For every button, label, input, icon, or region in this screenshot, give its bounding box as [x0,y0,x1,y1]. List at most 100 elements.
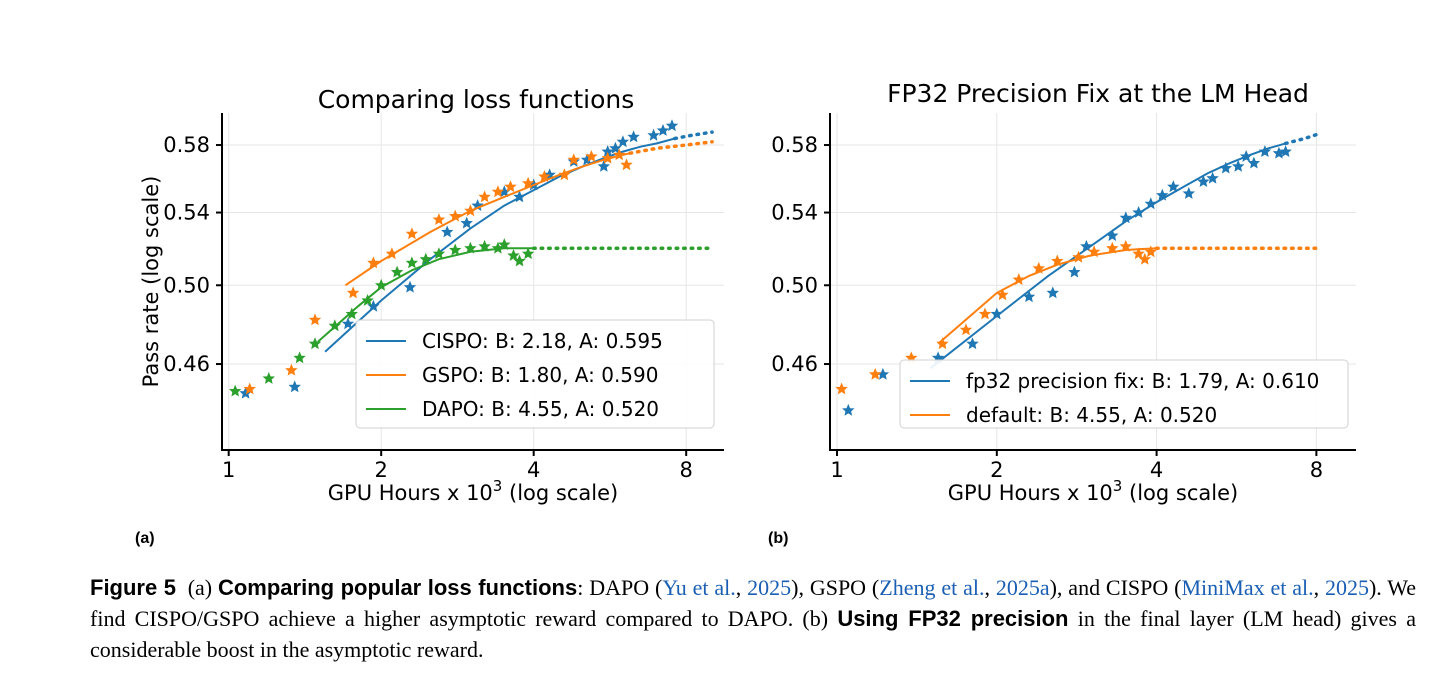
data-point [1106,229,1119,241]
data-point [627,130,640,143]
y-tick-label: 0.54 [163,201,210,225]
data-point [229,384,242,397]
fit-line [929,142,1286,369]
x-tick-label: 2 [375,458,388,482]
y-tick-label: 0.46 [163,352,210,376]
fit-line [344,152,631,287]
data-point [1258,145,1272,157]
y-tick-label: 0.50 [163,273,210,297]
x-axis-label-main: GPU Hours x 10 [328,481,493,505]
data-point [405,256,419,269]
data-point [460,216,473,229]
panel-a-chart: 1 2 4 8 0.46 0.50 0.54 0.58 Comparing loss funct… [135,85,724,547]
data-point [288,380,301,393]
legend-entry: fp32 precision fix: B: 1.79, A: 0.610 [966,369,1319,393]
y-tick-label: 0.46 [771,352,818,376]
data-point [308,337,322,350]
data-point [441,225,454,238]
caption-colon: : [577,575,584,600]
fit-line [937,247,1157,345]
y-tick-label: 0.54 [771,201,818,225]
panel-b-chart: 1 2 4 8 0.46 0.50 0.54 0.58 FP32 Precision Fix a… [768,79,1356,547]
y-tick-label: 0.58 [163,133,210,157]
data-point [647,128,660,141]
figure: 1 2 4 8 0.46 0.50 0.54 0.58 Comparing loss funct… [135,79,1356,547]
data-point [620,158,633,171]
chart-title: Comparing loss functions [318,85,635,114]
citation-yu-year-link[interactable]: 2025 [747,575,792,600]
data-point [345,307,358,320]
caption-sep-1: , [735,575,748,600]
data-point [978,307,992,320]
y-tick-label: 0.50 [771,273,818,297]
data-point [936,337,949,350]
data-point [996,288,1009,301]
data-point [308,313,322,326]
caption-text-5: in the final layer (LM head) gives a con… [90,606,1416,662]
panel-label: (a) [135,530,155,547]
data-point [432,213,446,225]
citation-minimax-year-link[interactable]: 2025 [1324,575,1369,600]
data-point [842,403,855,416]
x-axis-label: GPU Hours x 103 (log scale) [328,477,618,505]
extrapolation-line [1283,131,1321,146]
data-point [285,363,298,376]
panel-label: (b) [768,530,788,547]
chart-title: FP32 Precision Fix at the LM Head [887,79,1309,108]
data-point [293,351,306,364]
citation-zheng-link[interactable]: Zheng et al. [879,575,985,600]
data-point [403,280,417,293]
figure-caption: Figure 5 (a) Comparing popular loss func… [90,572,1416,665]
x-axis-label-suffix: (log scale) [1122,481,1238,505]
caption-text-2: ), GSPO ( [791,575,880,600]
data-point [1240,150,1253,162]
data-point [1046,286,1059,299]
legend-box [355,319,715,429]
caption-sep-2: , [984,575,996,600]
x-axis-label-suffix: (log scale) [502,481,618,505]
x-tick-label: 8 [1310,458,1323,482]
caption-text-3: ), and CISPO ( [1049,575,1182,600]
x-tick-label: 4 [1150,458,1163,482]
y-tick-label: 0.58 [771,133,818,157]
x-axis-label-exponent: 3 [493,477,503,495]
y-axis-label: Pass rate (log scale) [139,176,163,388]
data-point [1144,245,1157,258]
legend-entry: default: B: 4.55, A: 0.520 [966,403,1217,427]
x-tick-label: 1 [222,458,235,482]
data-point [558,168,571,181]
extrapolation-line [628,140,714,155]
x-tick-label: 2 [990,458,1003,482]
data-point [1247,156,1261,169]
extrapolation-line [673,130,714,141]
data-point [959,323,973,336]
legend-box [899,359,1349,429]
caption-sep-3: , [1313,575,1325,600]
x-tick-label: 1 [830,458,843,482]
data-point [405,227,419,240]
citation-minimax-link[interactable]: MiniMax et al. [1181,575,1314,600]
legend-entry: DAPO: B: 4.55, A: 0.520 [422,397,659,421]
data-point [1068,265,1081,278]
caption-bold-b: Using FP32 precision [837,606,1069,631]
data-point [1182,187,1195,199]
data-point [1022,290,1036,303]
x-axis-label: GPU Hours x 103 (log scale) [948,477,1238,505]
caption-part-a: (a) [187,575,213,600]
legend-entry: CISPO: B: 2.18, A: 0.595 [422,329,663,353]
citation-zheng-year-link[interactable]: 2025a [995,575,1050,600]
x-tick-label: 4 [527,458,540,482]
x-axis-label-main: GPU Hours x 10 [948,481,1113,505]
x-axis-label-exponent: 3 [1113,477,1123,495]
caption-bold-a: Comparing popular loss functions [217,575,578,600]
fit-line [324,137,676,353]
caption-label: Figure 5 [90,575,176,600]
data-point [346,286,360,299]
data-point [262,372,275,384]
x-tick-label: 8 [680,458,693,482]
data-point [478,190,491,203]
caption-text-4: ). We find CISPO/GSPO achieve a higher a… [90,575,1417,631]
legend-entry: GSPO: B: 1.80, A: 0.590 [422,363,658,387]
citation-yu-link[interactable]: Yu et al. [662,575,736,600]
caption-text-1: DAPO ( [583,575,663,600]
